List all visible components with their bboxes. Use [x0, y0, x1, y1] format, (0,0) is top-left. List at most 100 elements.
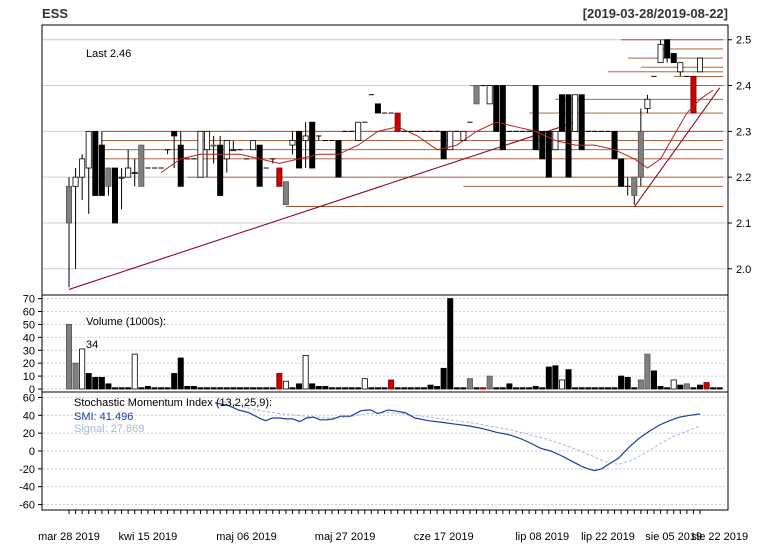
- smi-y-tick-label: -20: [19, 464, 35, 476]
- candle-body: [92, 130, 99, 196]
- x-tick-label: sie 22 2019: [691, 531, 748, 543]
- volume-bar: [532, 386, 539, 390]
- volume-bar: [315, 386, 322, 390]
- volume-bar: [223, 387, 230, 390]
- candle-body: [72, 176, 79, 187]
- candle-body: [677, 62, 684, 73]
- candle-body: [539, 130, 546, 160]
- candle-body: [611, 130, 618, 160]
- candle-body: [223, 140, 230, 160]
- volume-bar: [243, 387, 250, 390]
- x-tick-label: lip 22 2019: [581, 531, 635, 543]
- volume-bar: [263, 387, 270, 390]
- volume-bar: [289, 387, 296, 390]
- candle-body: [374, 103, 381, 114]
- volume-bar: [138, 387, 145, 390]
- volume-bar: [282, 380, 289, 390]
- volume-bar: [670, 379, 677, 390]
- volume-bar: [657, 386, 664, 390]
- smi-y-axis-ticks: -60 -40 -20 0 20 40 60: [19, 392, 42, 512]
- volume-bar: [269, 387, 276, 390]
- candle-body: [664, 39, 671, 59]
- candle-body: [296, 130, 303, 169]
- candle-body: [565, 94, 572, 178]
- volume-bar: [545, 366, 552, 390]
- volume-bar: [250, 387, 257, 390]
- x-tick-label: maj 06 2019: [216, 531, 277, 543]
- volume-bar: [434, 386, 441, 390]
- volume-bar: [230, 387, 237, 390]
- x-tick-label: maj 27 2019: [315, 531, 376, 543]
- candle-body: [250, 140, 257, 151]
- volume-bar: [164, 387, 171, 390]
- volume-bar: [578, 387, 585, 390]
- volume-bar: [453, 387, 460, 390]
- volume-bar: [493, 387, 500, 390]
- volume-bar: [440, 367, 447, 390]
- volume-bar: [526, 387, 533, 390]
- volume-bar: [92, 376, 99, 390]
- price-y-tick-label: 2.5: [736, 35, 751, 47]
- volume-bar: [309, 383, 316, 390]
- volume-y-tick-label: 60: [23, 307, 35, 319]
- candle-body: [493, 85, 500, 132]
- volume-bar: [703, 382, 710, 390]
- candle-body: [217, 144, 224, 196]
- volume-bar: [328, 387, 335, 390]
- volume-bar: [427, 384, 434, 390]
- volume-bar: [342, 387, 349, 390]
- smi-title-label: Stochastic Momentum Index (13,2,25,9):: [74, 397, 272, 409]
- volume-bar: [650, 370, 657, 390]
- smi-y-tick-label: -60: [19, 500, 35, 512]
- volume-bar: [697, 384, 704, 390]
- volume-bar: [486, 375, 493, 390]
- volume-bar: [499, 387, 506, 390]
- volume-bar: [171, 373, 178, 390]
- candle-body: [697, 57, 704, 73]
- volume-bar: [466, 378, 473, 390]
- volume-bar: [112, 387, 119, 390]
- volume-bar: [210, 387, 217, 390]
- smi-value-label: SMI: 41.496: [74, 411, 133, 423]
- volume-bar: [204, 387, 211, 390]
- volume-bar: [604, 387, 611, 390]
- volume-bar: [381, 387, 388, 390]
- volume-bar: [611, 387, 618, 390]
- candle-body: [98, 144, 105, 196]
- volume-bar: [420, 387, 427, 390]
- volume-bar: [197, 387, 204, 390]
- price-y-tick-label: 2.0: [736, 264, 751, 276]
- volume-bar: [79, 348, 86, 390]
- candle-body: [66, 185, 73, 224]
- volume-bar: [512, 387, 519, 390]
- x-axis-ticks: mar 28 2019 kwi 15 2019 maj 06 2019 maj 27 …: [38, 510, 748, 543]
- price-last-label: Last 2.46: [86, 48, 131, 60]
- volume-bar: [368, 387, 375, 390]
- volume-bar: [66, 324, 73, 390]
- volume-bar: [256, 387, 263, 390]
- candle-body: [131, 172, 138, 174]
- volume-bar: [105, 383, 112, 390]
- chart-title: ESS: [42, 6, 68, 21]
- candle-body: [644, 98, 651, 109]
- volume-bar: [335, 387, 342, 390]
- price-trendlines: [68, 87, 721, 290]
- volume-bar: [388, 379, 395, 390]
- volume-bars: [66, 298, 723, 390]
- volume-bar: [690, 387, 697, 390]
- candle-body: [394, 112, 401, 132]
- x-tick-label: kwi 15 2019: [119, 531, 178, 543]
- x-tick-label: cze 17 2019: [414, 531, 474, 543]
- candle-body: [85, 130, 92, 169]
- volume-bar: [565, 369, 572, 390]
- volume-bar: [190, 386, 197, 390]
- candle-body: [302, 135, 309, 141]
- volume-bar: [447, 298, 454, 390]
- chart-date-range: [2019-03-28/2019-08-22]: [583, 6, 728, 21]
- volume-bar: [631, 387, 638, 390]
- x-tick-label: sie 05 2019: [645, 531, 702, 543]
- price-y-tick-label: 2.3: [736, 126, 751, 138]
